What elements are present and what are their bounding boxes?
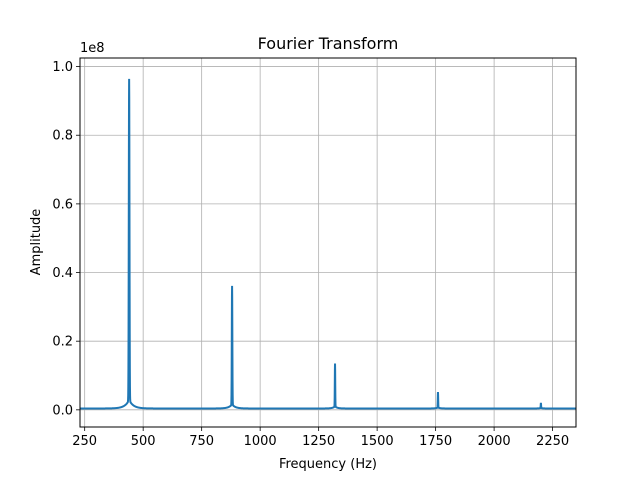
x-tick-label: 1000: [244, 434, 277, 449]
chart-title: Fourier Transform: [258, 34, 399, 53]
y-axis-label: Amplitude: [29, 209, 44, 276]
x-tick-label: 750: [189, 434, 214, 449]
y-axis: 0.0 0.2 0.4 0.6 0.8 1.0: [52, 60, 80, 418]
y-tick-label: 0.2: [52, 335, 73, 350]
y-tick-label: 0.4: [52, 266, 73, 281]
y-offset-label: 1e8: [80, 41, 105, 56]
x-tick-label: 1500: [361, 434, 394, 449]
grid: [80, 58, 576, 427]
plot-area: [80, 78, 576, 410]
y-tick-label: 0.8: [52, 129, 73, 144]
x-tick-label: 500: [131, 434, 156, 449]
x-tick-label: 250: [72, 434, 97, 449]
x-tick-label: 2000: [478, 434, 511, 449]
y-tick-label: 0.6: [52, 197, 73, 212]
x-axis-label: Frequency (Hz): [279, 457, 377, 472]
y-tick-label: 0.0: [52, 403, 73, 418]
x-tick-label: 1750: [419, 434, 452, 449]
x-tick-label: 1250: [302, 434, 335, 449]
axes-frame: [79, 57, 577, 428]
x-axis: 250 500 750 1000 1250 1500 1750 2000 2250: [72, 427, 569, 449]
x-tick-label: 2250: [536, 434, 569, 449]
y-tick-label: 1.0: [52, 60, 73, 75]
series-line: [80, 78, 576, 410]
